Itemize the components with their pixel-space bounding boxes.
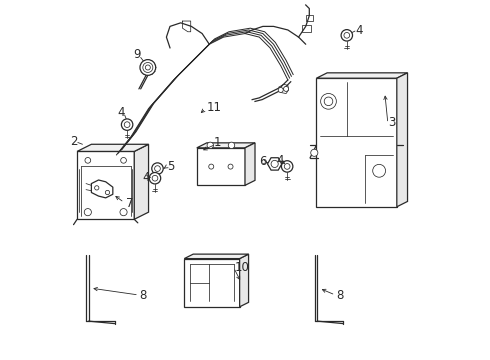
Polygon shape [317,78,397,207]
Circle shape [155,166,160,171]
Text: 6: 6 [259,155,267,168]
Circle shape [311,149,318,156]
Circle shape [140,60,156,75]
Circle shape [344,32,350,38]
Circle shape [284,86,289,91]
Circle shape [320,94,336,109]
Text: 5: 5 [167,160,174,173]
Text: 4: 4 [142,171,149,184]
Text: 1: 1 [213,136,221,149]
Text: 4: 4 [356,24,363,37]
Polygon shape [240,254,248,307]
Circle shape [228,142,235,149]
Circle shape [281,161,293,172]
Polygon shape [397,73,408,207]
Circle shape [324,97,333,105]
Circle shape [120,208,127,216]
Text: 4: 4 [276,154,284,167]
Text: 8: 8 [140,288,147,302]
Circle shape [209,164,214,169]
Circle shape [122,119,133,130]
Circle shape [228,164,233,169]
Polygon shape [306,15,313,21]
Polygon shape [302,24,311,32]
Circle shape [152,175,158,181]
Circle shape [84,208,92,216]
Polygon shape [77,152,134,219]
Text: 3: 3 [388,116,395,129]
Polygon shape [134,144,148,219]
Polygon shape [197,148,245,185]
Text: 2: 2 [71,135,78,148]
Circle shape [124,122,130,127]
Circle shape [85,157,91,163]
Polygon shape [317,73,408,78]
Text: 4: 4 [117,105,124,119]
Circle shape [121,157,126,163]
Circle shape [95,186,99,190]
Text: 9: 9 [133,48,141,61]
Polygon shape [245,143,255,185]
Circle shape [284,163,290,169]
Circle shape [278,87,283,93]
Circle shape [149,172,161,184]
Circle shape [271,160,278,167]
Circle shape [143,63,153,72]
Circle shape [373,165,386,177]
Text: 7: 7 [126,197,134,210]
Polygon shape [77,144,148,152]
Text: 10: 10 [234,261,249,274]
Polygon shape [184,254,248,258]
Circle shape [105,190,110,195]
Polygon shape [268,158,282,170]
Polygon shape [197,143,255,148]
Circle shape [341,30,352,41]
Circle shape [152,163,163,174]
Circle shape [146,65,150,70]
Text: 11: 11 [206,102,221,114]
Circle shape [207,142,214,149]
Text: 8: 8 [336,288,343,302]
Polygon shape [184,258,240,307]
